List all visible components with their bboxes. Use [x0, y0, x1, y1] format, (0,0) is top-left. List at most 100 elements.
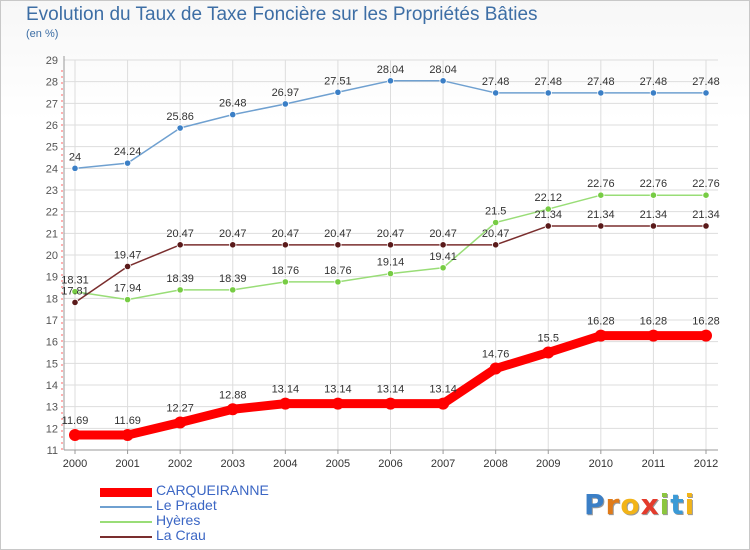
data-point — [71, 298, 79, 307]
data-point — [702, 191, 710, 199]
logo-letter: t — [670, 488, 685, 521]
data-label: 22.76 — [640, 178, 668, 190]
y-tick-label: 15 — [46, 358, 58, 370]
data-label: 13.14 — [429, 384, 457, 396]
data-label: 26.48 — [219, 98, 247, 110]
chart-subtitle: (en %) — [26, 28, 59, 40]
legend-swatch — [100, 521, 152, 523]
data-point — [334, 88, 342, 96]
x-tick-label: 2001 — [115, 458, 139, 470]
legend-swatch — [100, 506, 152, 508]
data-point — [121, 429, 134, 442]
data-point — [384, 397, 397, 410]
x-tick-label: 2008 — [483, 458, 507, 470]
data-point — [176, 286, 184, 294]
legend-label: La Crau — [156, 527, 206, 543]
data-label: 20.47 — [272, 228, 300, 240]
data-label: 20.47 — [324, 228, 352, 240]
data-label: 19.41 — [429, 251, 457, 263]
data-point — [123, 159, 132, 167]
data-point — [281, 100, 289, 108]
y-tick-label: 16 — [46, 337, 58, 349]
data-point — [489, 362, 502, 375]
data-label: 27.48 — [482, 76, 510, 88]
data-label: 27.51 — [324, 75, 352, 87]
data-point — [542, 346, 555, 359]
data-point — [331, 397, 344, 410]
data-point — [649, 191, 658, 199]
data-label: 14.76 — [482, 349, 510, 361]
data-label: 17.94 — [114, 283, 142, 295]
x-tick-label: 2011 — [642, 458, 666, 470]
y-tick-label: 23 — [46, 185, 58, 197]
data-label: 13.14 — [377, 384, 405, 396]
chart-title: Evolution du Taux de Taxe Foncière sur l… — [26, 4, 538, 25]
data-point — [597, 191, 605, 199]
y-tick-label: 28 — [46, 77, 58, 89]
data-point — [544, 205, 552, 213]
logo-letter: o — [620, 488, 641, 521]
data-label: 16.28 — [692, 316, 720, 328]
y-tick-label: 20 — [46, 250, 58, 262]
data-label: 18.39 — [219, 273, 247, 285]
y-tick-label: 21 — [46, 228, 58, 240]
data-label: 24.24 — [114, 146, 142, 158]
x-tick-label: 2010 — [589, 458, 613, 470]
data-label: 27.48 — [534, 76, 562, 88]
data-label: 22.76 — [692, 178, 720, 190]
data-point — [439, 241, 447, 249]
data-point — [281, 241, 289, 249]
data-label: 21.5 — [485, 206, 506, 218]
y-tick-label: 29 — [46, 55, 58, 67]
legend-swatch — [100, 487, 152, 497]
legend-label: CARQUEIRANNE — [156, 482, 269, 498]
y-tick-label: 24 — [46, 163, 58, 175]
data-label: 26.97 — [272, 87, 300, 99]
data-point — [334, 278, 342, 286]
data-point — [437, 397, 450, 410]
data-label: 22.76 — [587, 178, 615, 190]
logo-letter: i — [684, 488, 696, 521]
x-tick-label: 2003 — [221, 458, 245, 470]
x-tick-label: 2012 — [694, 458, 718, 470]
data-point — [702, 89, 710, 97]
y-tick-label: 25 — [46, 142, 58, 154]
data-point — [649, 222, 658, 230]
data-label: 22.12 — [534, 192, 562, 204]
data-point — [597, 89, 605, 97]
y-tick-label: 19 — [46, 272, 58, 284]
data-point — [123, 296, 132, 304]
data-point — [281, 278, 289, 286]
data-label: 24 — [69, 151, 81, 163]
y-tick-label: 17 — [46, 315, 58, 327]
data-label: 21.34 — [692, 209, 720, 221]
y-tick-label: 27 — [46, 98, 58, 110]
data-point — [229, 111, 237, 119]
data-point — [174, 416, 187, 429]
data-point — [544, 89, 552, 97]
data-point — [71, 288, 79, 296]
data-label: 20.47 — [166, 228, 194, 240]
data-label: 25.86 — [166, 111, 194, 123]
data-label: 12.27 — [166, 402, 194, 414]
data-point — [229, 241, 237, 249]
data-label: 18.76 — [272, 265, 300, 277]
data-point — [69, 429, 81, 442]
data-point — [176, 241, 184, 249]
data-label: 20.47 — [219, 228, 247, 240]
data-label: 13.14 — [272, 384, 300, 396]
data-point — [386, 77, 395, 85]
data-point — [647, 329, 660, 342]
logo-letter: r — [605, 488, 621, 521]
data-point — [439, 264, 447, 272]
data-point — [594, 329, 607, 342]
data-label: 15.5 — [538, 333, 559, 345]
legend-swatch — [100, 536, 152, 538]
y-tick-label: 18 — [46, 293, 58, 305]
data-point — [226, 403, 239, 416]
data-point — [492, 218, 500, 227]
data-label: 16.28 — [640, 316, 668, 328]
data-label: 17.81 — [61, 285, 89, 297]
